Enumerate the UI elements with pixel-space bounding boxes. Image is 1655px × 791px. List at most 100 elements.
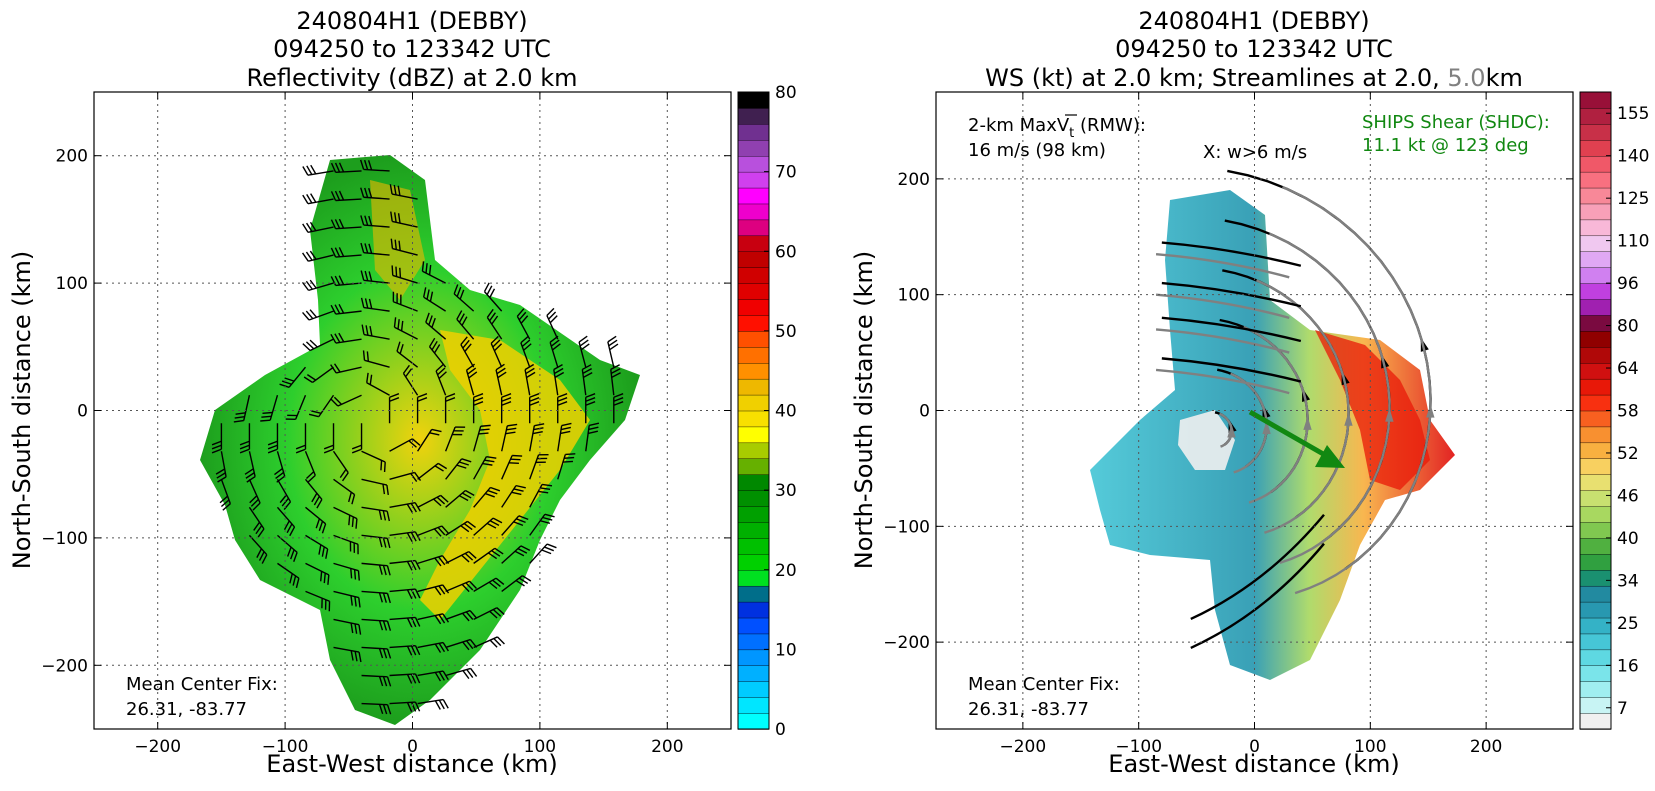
colorbar-tick-label: 10 — [775, 640, 797, 660]
wind-barb-flag — [563, 461, 573, 462]
colorbar-tick-label: 155 — [1617, 104, 1649, 124]
max-vt-label: 2-km MaxVt (RMW): — [968, 115, 1146, 141]
colorbar-swatch — [1580, 235, 1611, 251]
ships-shear-label: SHIPS Shear (SHDC): — [1362, 112, 1550, 133]
wind-barb-flag — [565, 454, 575, 455]
colorbar-tick-label: 60 — [775, 242, 797, 262]
colorbar-swatch — [738, 649, 769, 665]
colorbar-swatch — [1580, 474, 1611, 490]
wind-barb-flag — [321, 571, 322, 581]
colorbar-tick-label: 50 — [775, 322, 797, 342]
colorbar-swatch — [1580, 172, 1611, 188]
ships-shear-value: 11.1 kt @ 123 deg — [1362, 135, 1529, 156]
colorbar-swatch — [1580, 602, 1611, 618]
center-fix-value-right: 26.31, -83.77 — [968, 699, 1089, 720]
wind-barb-flag — [260, 420, 270, 421]
colorbar-tick-label: 40 — [775, 402, 797, 422]
colorbar-tick-label: 140 — [1617, 147, 1649, 167]
reflectivity-y-axis-label: North-South distance (km) — [8, 251, 36, 570]
colorbar-swatch — [738, 665, 769, 681]
colorbar-swatch — [738, 188, 769, 204]
colorbar-swatch — [1580, 618, 1611, 634]
y-tick-label: 0 — [77, 402, 88, 422]
wind-barb-flag — [511, 459, 521, 460]
wind-speed-field — [1090, 171, 1455, 680]
reflectivity-title: 240804H1 (DEBBY) 094250 to 123342 UTC Re… — [247, 7, 578, 92]
wind-barb-flag — [479, 433, 489, 434]
colorbar-swatch — [738, 331, 769, 347]
colorbar-swatch — [738, 602, 769, 618]
wind-speed-title-line-1: 240804H1 (DEBBY) — [1138, 7, 1369, 35]
colorbar-swatch — [1580, 554, 1611, 570]
x-tick-label: −200 — [134, 737, 181, 757]
x-tick-label: 200 — [1470, 737, 1502, 757]
colorbar-swatch — [738, 203, 769, 219]
reflectivity-panel: 240804H1 (DEBBY) 094250 to 123342 UTC Re… — [8, 7, 797, 778]
wind-barb-flag — [400, 268, 401, 278]
colorbar-swatch — [1580, 188, 1611, 204]
y-tick-label: 100 — [898, 286, 930, 306]
colorbar-swatch — [738, 219, 769, 235]
colorbar-swatch — [1580, 681, 1611, 697]
wind-barb-flag — [303, 166, 308, 175]
colorbar-swatch — [738, 283, 769, 299]
center-fix-value: 26.31, -83.77 — [126, 699, 247, 720]
colorbar-swatch — [1580, 426, 1611, 442]
wind-speed-title-line-2: 094250 to 123342 UTC — [1115, 35, 1393, 63]
colorbar-swatch — [1580, 697, 1611, 713]
colorbar-swatch — [738, 570, 769, 586]
colorbar-tick-label: 20 — [775, 561, 797, 581]
wind-speed-title-line-3: WS (kt) at 2.0 km; Streamlines at 2.0, 5… — [985, 64, 1523, 92]
reflectivity-center-fix: Mean Center Fix: 26.31, -83.77 — [126, 674, 278, 720]
max-vt-prefix: 2-km MaxV — [968, 115, 1070, 136]
wind-speed-grid — [936, 92, 1573, 729]
wind-speed-title-main: WS (kt) at 2.0 km; Streamlines at 2.0, — [985, 64, 1447, 92]
colorbar-swatch — [1580, 442, 1611, 458]
colorbar-tick-label: 125 — [1617, 189, 1649, 209]
colorbar-swatch — [738, 251, 769, 267]
reflectivity-title-line-2: 094250 to 123342 UTC — [273, 35, 551, 63]
colorbar-swatch — [1580, 331, 1611, 347]
wind-speed-x-axis-label: East-West distance (km) — [1108, 750, 1399, 778]
colorbar-swatch — [738, 458, 769, 474]
colorbar-tick-label: 46 — [1617, 486, 1639, 506]
wind-barb-flag — [356, 519, 357, 529]
wind-barb-flag — [439, 700, 444, 709]
y-tick-label: 200 — [898, 170, 930, 190]
wind-barb-flag — [542, 550, 551, 554]
wind-barb-flag — [364, 350, 365, 360]
wind-barb-flag — [512, 455, 522, 456]
colorbar-tick-label: 40 — [1617, 529, 1639, 549]
colorbar-swatch — [738, 586, 769, 602]
colorbar-swatch — [738, 506, 769, 522]
colorbar-tick-label: 110 — [1617, 232, 1649, 252]
colorbar-swatch — [738, 124, 769, 140]
colorbar-tick-label: 80 — [1617, 317, 1639, 337]
max-vt-suffix: (RMW): — [1074, 115, 1146, 136]
colorbar-swatch — [1580, 124, 1611, 140]
colorbar-swatch — [738, 713, 769, 729]
colorbar-swatch — [738, 267, 769, 283]
colorbar-tick-label: 0 — [775, 720, 786, 740]
wind-barb-flag — [547, 544, 556, 548]
colorbar-tick-label: 30 — [775, 481, 797, 501]
colorbar-swatch — [1580, 140, 1611, 156]
colorbar-tick-label: 52 — [1617, 444, 1639, 464]
colorbar-tick-label: 64 — [1617, 359, 1639, 379]
colorbar-swatch — [1580, 570, 1611, 586]
wind-barb-flag — [262, 413, 272, 414]
wind-barb-flag — [352, 517, 353, 527]
wind-barb-flag — [396, 267, 397, 277]
center-fix-label-right: Mean Center Fix: — [968, 674, 1120, 695]
colorbar-swatch — [1580, 713, 1611, 729]
colorbar-swatch — [738, 633, 769, 649]
colorbar-swatch — [1580, 586, 1611, 602]
y-tick-label: −100 — [883, 517, 930, 537]
wind-barb-flag — [311, 165, 316, 174]
colorbar-swatch — [1580, 219, 1611, 235]
colorbar-swatch — [1580, 363, 1611, 379]
wind-barb-flag — [435, 701, 440, 710]
